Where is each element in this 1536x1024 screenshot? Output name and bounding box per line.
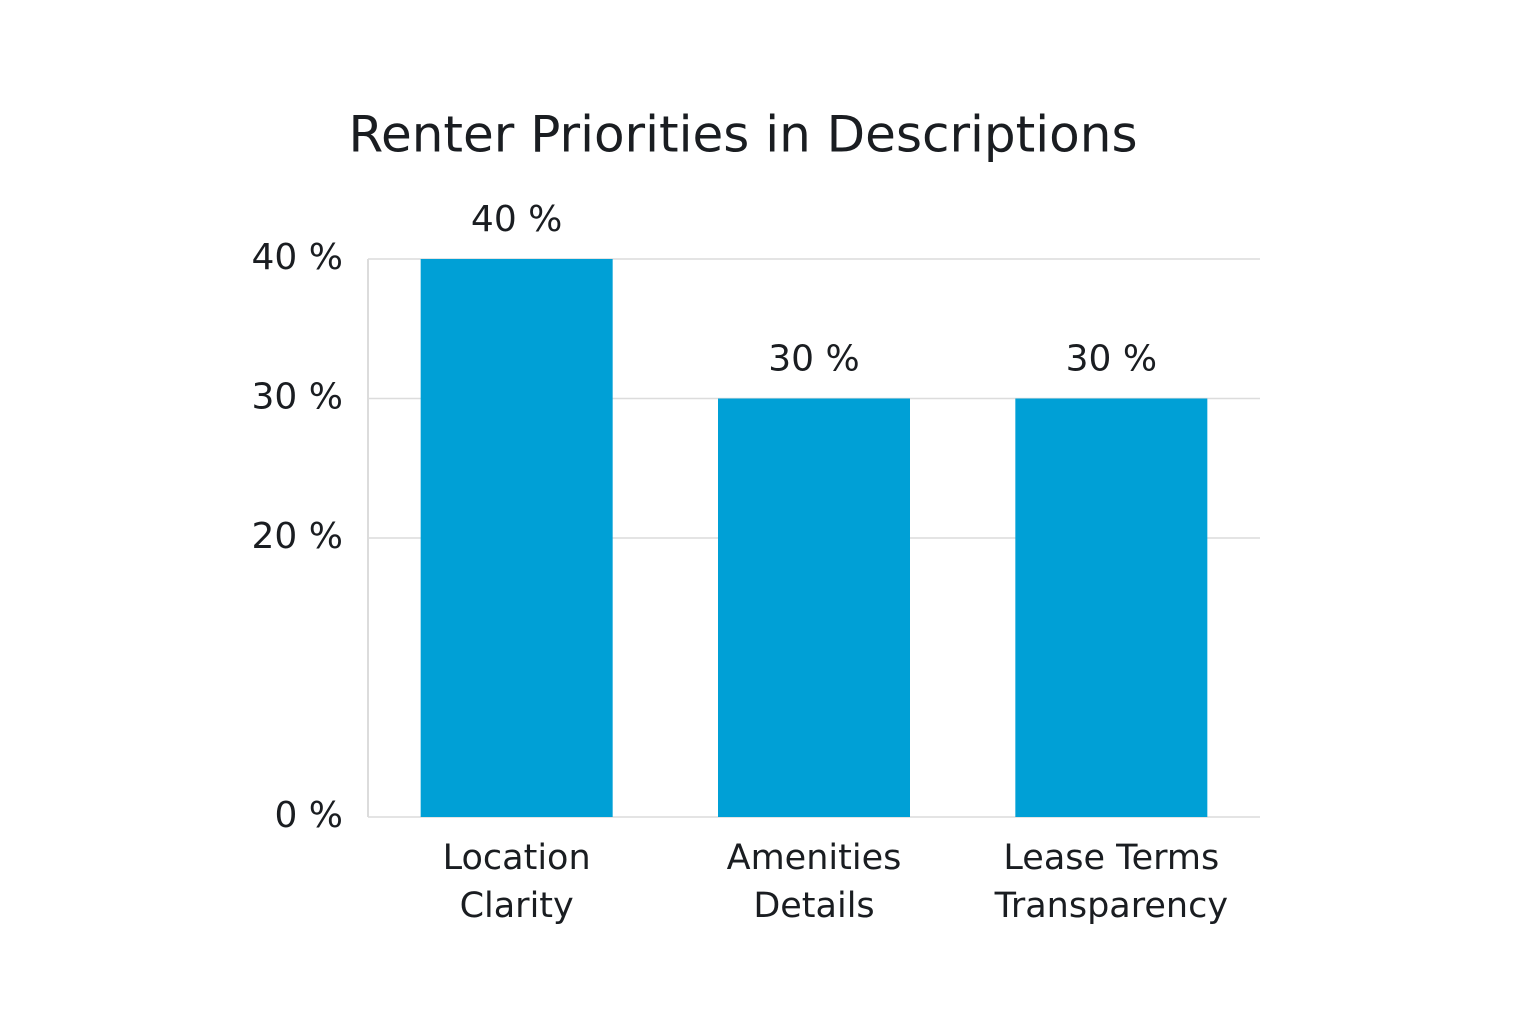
bar [420, 259, 613, 817]
x-tick-label: Lease Terms Transparency [994, 838, 1229, 926]
y-tick-label: 30 % [252, 377, 343, 418]
bar [718, 398, 910, 817]
value-label: 30 % [768, 339, 859, 380]
y-tick-label: 0 % [274, 795, 343, 836]
bar [1015, 398, 1208, 817]
y-tick-label: 40 % [252, 237, 343, 278]
x-tick-label: Amenities Details [726, 838, 902, 926]
y-tick-label: 20 % [252, 516, 343, 557]
chart-title: Renter Priorities in Descriptions [348, 106, 1137, 164]
value-label: 30 % [1066, 339, 1157, 380]
x-tick-label: Location Clarity [442, 838, 591, 926]
value-label: 40 % [471, 199, 562, 240]
